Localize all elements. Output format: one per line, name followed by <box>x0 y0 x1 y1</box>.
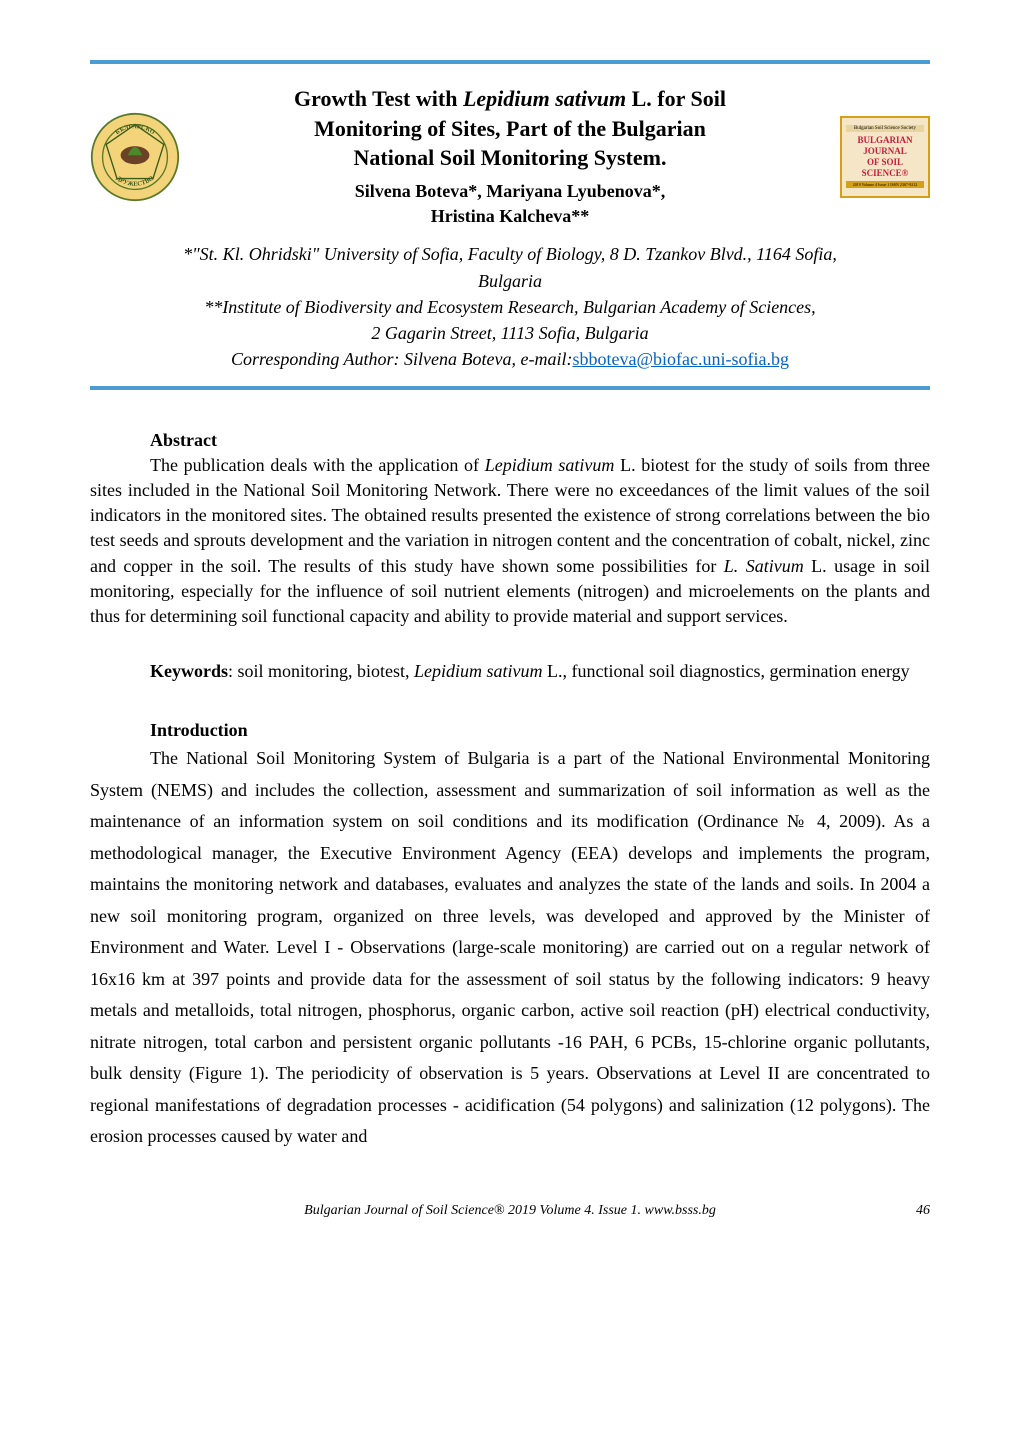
authors-line-1: Silvena Boteva*, Mariyana Lyubenova*, <box>355 181 666 201</box>
footer-journal-info: Bulgarian Journal of Soil Science® 2019 … <box>130 1203 890 1219</box>
introduction-heading: Introduction <box>150 720 930 741</box>
affil-2: Institute of Biodiversity and Ecosystem … <box>222 297 815 317</box>
article-title: Growth Test with Lepidium sativum L. for… <box>200 84 820 173</box>
article-header: БЪЛГАРСКО ДРУЖЕСТВО Growth Test with Lep… <box>90 84 930 229</box>
journal-logo-right: Bulgarian Soil Science Society BULGARIAN… <box>840 116 930 198</box>
authors-line-2: Hristina Kalcheva** <box>431 206 590 226</box>
affil-marker-2: ** <box>204 297 222 317</box>
affiliations: *"St. Kl. Ohridski" University of Sofia,… <box>90 241 930 371</box>
keywords-paragraph: Keywords: soil monitoring, biotest, Lepi… <box>90 659 930 684</box>
mid-divider <box>90 386 930 390</box>
title-line-3: National Soil Monitoring System. <box>354 145 667 170</box>
introduction-text: The National Soil Monitoring System of B… <box>90 743 930 1153</box>
affil-1b: Bulgaria <box>478 271 542 291</box>
footer-page-number: 46 <box>890 1203 930 1219</box>
journal-issue-strip: 2019 Volume 4 Issue 1 ISSN 2367-9212 <box>846 181 924 188</box>
top-divider <box>90 60 930 64</box>
journal-banner: Bulgarian Soil Science Society <box>846 125 924 132</box>
emblem-icon: БЪЛГАРСКО ДРУЖЕСТВО <box>90 112 180 202</box>
corresponding-label: Corresponding Author: Silvena Boteva, e-… <box>231 349 572 369</box>
title-line-2: Monitoring of Sites, Part of the Bulgari… <box>314 116 706 141</box>
society-logo-left: БЪЛГАРСКО ДРУЖЕСТВО <box>90 112 180 202</box>
abstract-text: The publication deals with the applicati… <box>90 453 930 629</box>
authors: Silvena Boteva*, Mariyana Lyubenova*, Hr… <box>200 179 820 229</box>
title-block: Growth Test with Lepidium sativum L. for… <box>200 84 820 229</box>
title-species: Lepidium sativum <box>463 86 626 111</box>
keywords-text: : soil monitoring, biotest, Lepidium sat… <box>228 661 910 681</box>
affil-2b: 2 Gagarin Street, 1113 Sofia, Bulgaria <box>371 323 648 343</box>
affil-marker-1: * <box>183 244 192 264</box>
corresponding-email-link[interactable]: sbboteva@biofac.uni-sofia.bg <box>572 349 789 369</box>
page-footer: Bulgarian Journal of Soil Science® 2019 … <box>90 1203 930 1219</box>
title-text-2: L. for Soil <box>626 86 726 111</box>
affil-1: "St. Kl. Ohridski" University of Sofia, … <box>192 244 837 264</box>
abstract-heading: Abstract <box>150 430 930 451</box>
journal-name: BULGARIAN JOURNAL OF SOIL SCIENCE® <box>846 135 924 178</box>
keywords-label: Keywords <box>150 661 228 681</box>
title-text: Growth Test with <box>294 86 463 111</box>
